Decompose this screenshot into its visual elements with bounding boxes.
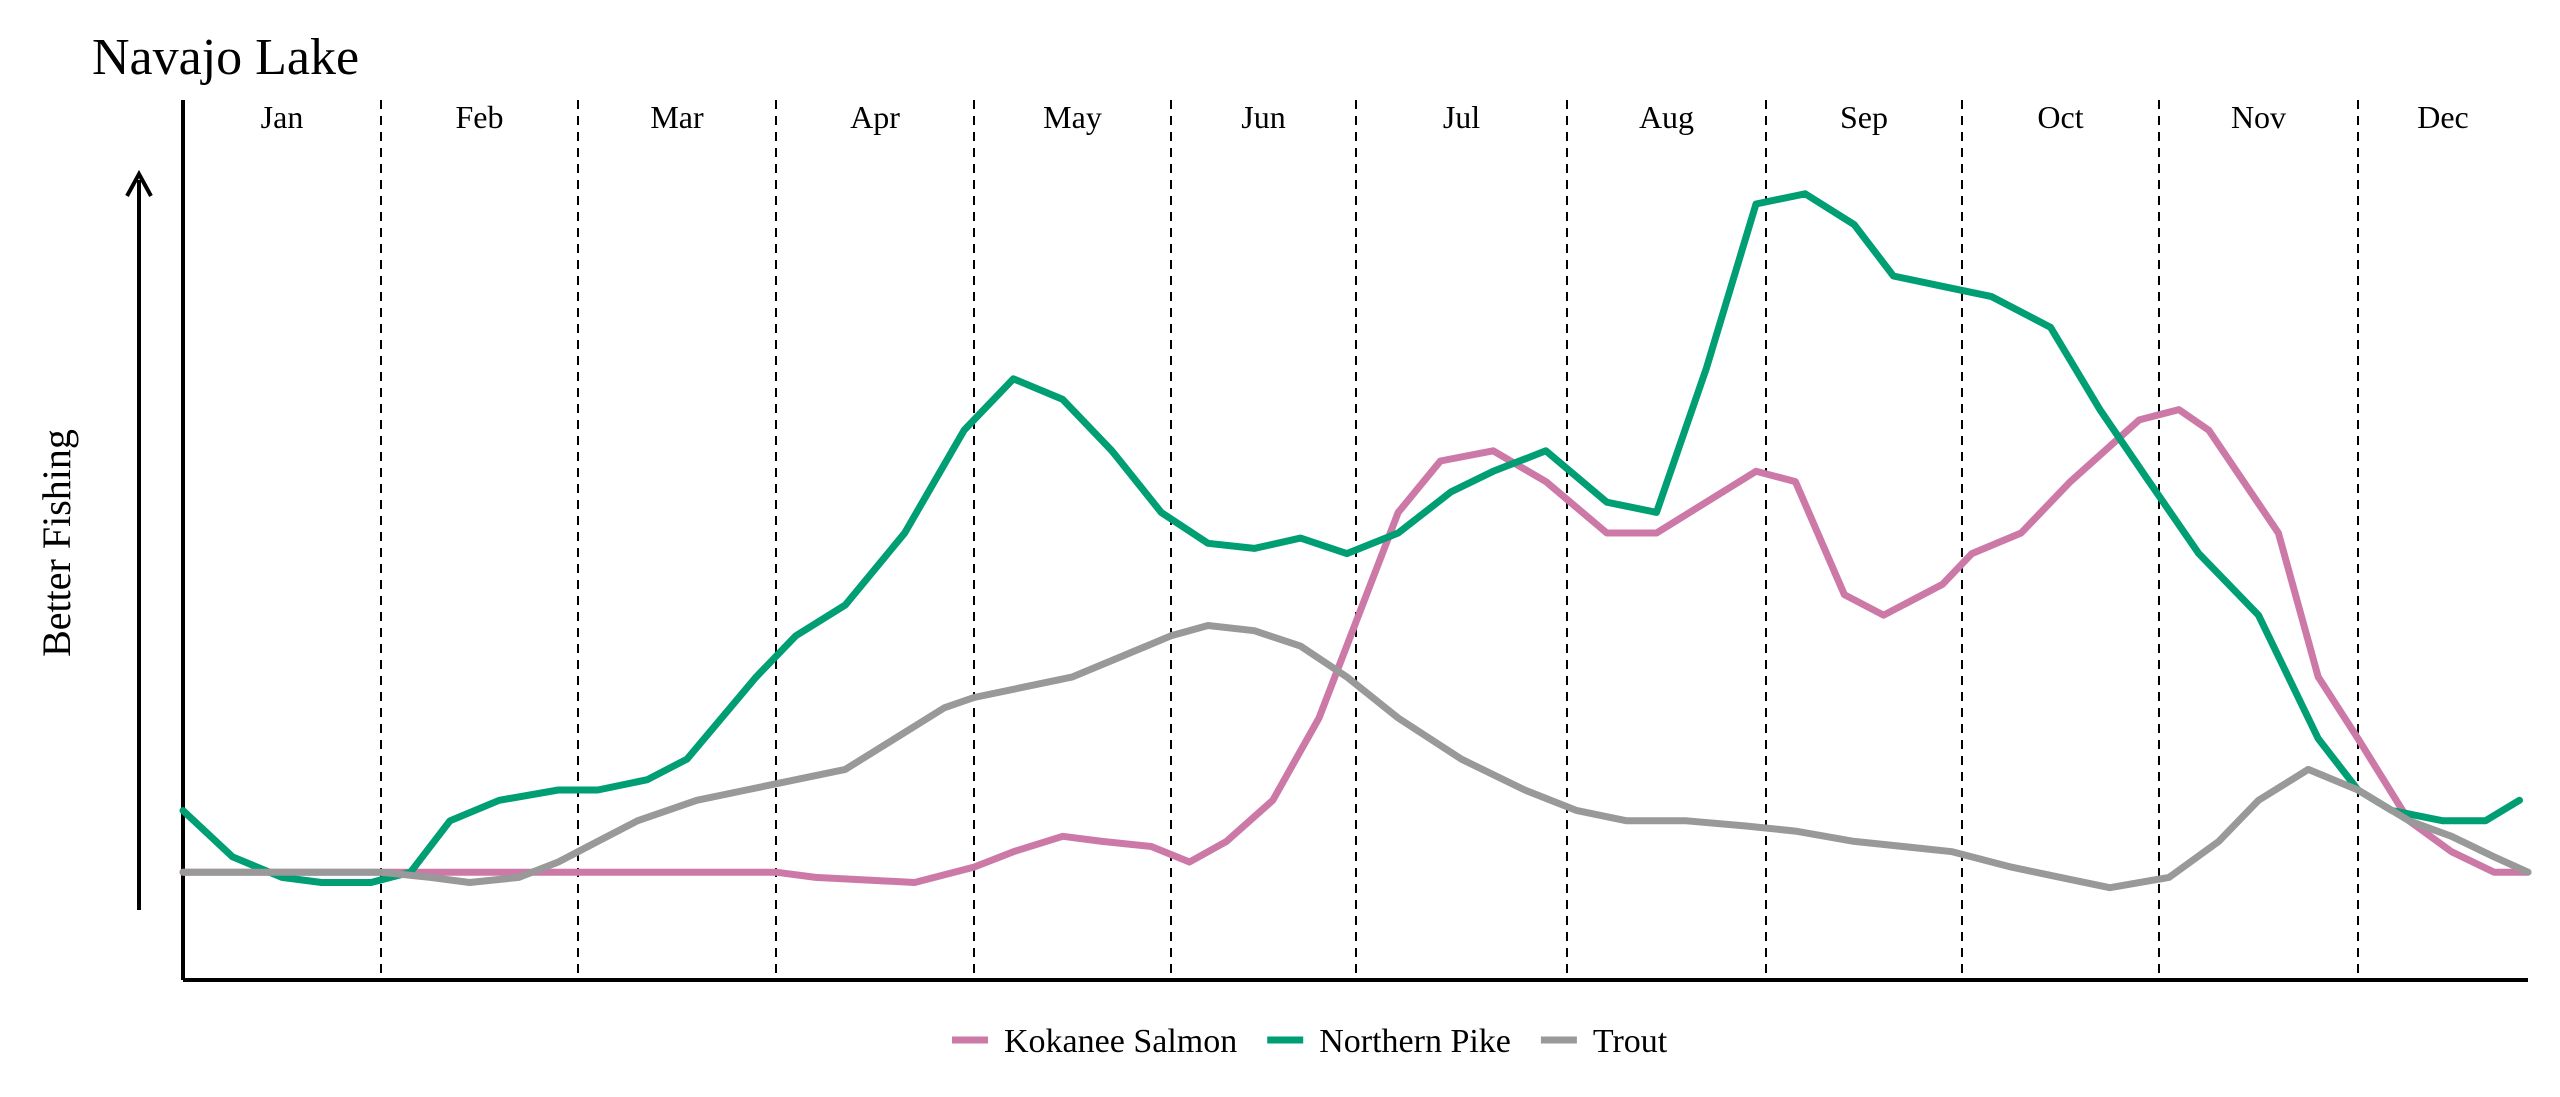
month-label: Dec: [2417, 99, 2469, 135]
month-label: Oct: [2037, 99, 2083, 135]
legend-item-trout: Trout: [1540, 1023, 1668, 1060]
chart-title: Navajo Lake: [92, 29, 359, 86]
legend-label: Kokanee Salmon: [1004, 1023, 1237, 1060]
month-label: Nov: [2231, 99, 2286, 135]
month-labels: Jan Feb Mar Apr May Jun Jul Aug Sep Oct Nov Dec: [261, 99, 2469, 135]
series-line-kokanee-salmon: [179, 406, 2532, 886]
series-line-northern-pike: [179, 190, 2523, 886]
series-lines: [179, 190, 2532, 892]
y-axis-arrow: [125, 169, 153, 910]
month-gridlines: [380, 100, 2359, 980]
month-label: May: [1043, 99, 1102, 135]
legend-label: Trout: [1593, 1023, 1668, 1060]
series-line-trout: [179, 622, 2532, 892]
month-label: Jan: [261, 99, 304, 135]
month-label: Aug: [1639, 99, 1694, 135]
legend: Kokanee Salmon Northern Pike Trout: [952, 1023, 1668, 1060]
legend-item-kokanee-salmon: Kokanee Salmon: [952, 1023, 1237, 1060]
month-label: Feb: [456, 99, 504, 135]
month-label: Apr: [850, 99, 900, 135]
legend-label: Northern Pike: [1319, 1023, 1511, 1060]
legend-item-northern-pike: Northern Pike: [1267, 1023, 1511, 1060]
month-label: Mar: [650, 99, 704, 135]
month-label: Jul: [1443, 99, 1480, 135]
month-label: Sep: [1840, 99, 1888, 135]
y-axis-label: Better Fishing: [34, 429, 79, 657]
month-label: Jun: [1241, 99, 1285, 135]
